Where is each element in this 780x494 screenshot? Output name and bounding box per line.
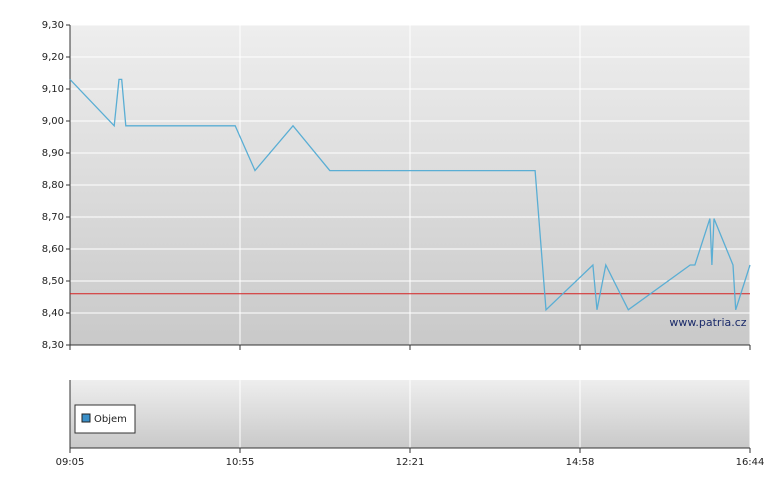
y-tick-label: 8,60 bbox=[42, 244, 64, 255]
legend-swatch bbox=[81, 413, 91, 423]
price-line bbox=[69, 78, 751, 312]
x-tick-label: 12:21 bbox=[396, 457, 425, 468]
y-tick-label: 9,20 bbox=[42, 52, 64, 63]
y-tick-label: 9,10 bbox=[42, 84, 64, 95]
y-tick-label: 8,40 bbox=[42, 308, 64, 319]
y-tick-label: 8,80 bbox=[42, 180, 64, 191]
x-tick-label: 09:05 bbox=[56, 457, 85, 468]
x-tick-label: 16:44 bbox=[736, 457, 765, 468]
x-tick-label: 14:58 bbox=[566, 457, 595, 468]
y-tick-label: 8,50 bbox=[42, 276, 64, 287]
y-tick-label: 9,00 bbox=[42, 116, 64, 127]
y-tick-label: 9,30 bbox=[42, 20, 64, 31]
legend-label: Objem bbox=[94, 414, 127, 425]
y-tick-label: 8,70 bbox=[42, 212, 64, 223]
watermark: www.patria.cz bbox=[669, 316, 746, 329]
y-tick-label: 8,30 bbox=[42, 340, 64, 351]
x-tick-label: 10:55 bbox=[226, 457, 255, 468]
y-tick-label: 8,90 bbox=[42, 148, 64, 159]
